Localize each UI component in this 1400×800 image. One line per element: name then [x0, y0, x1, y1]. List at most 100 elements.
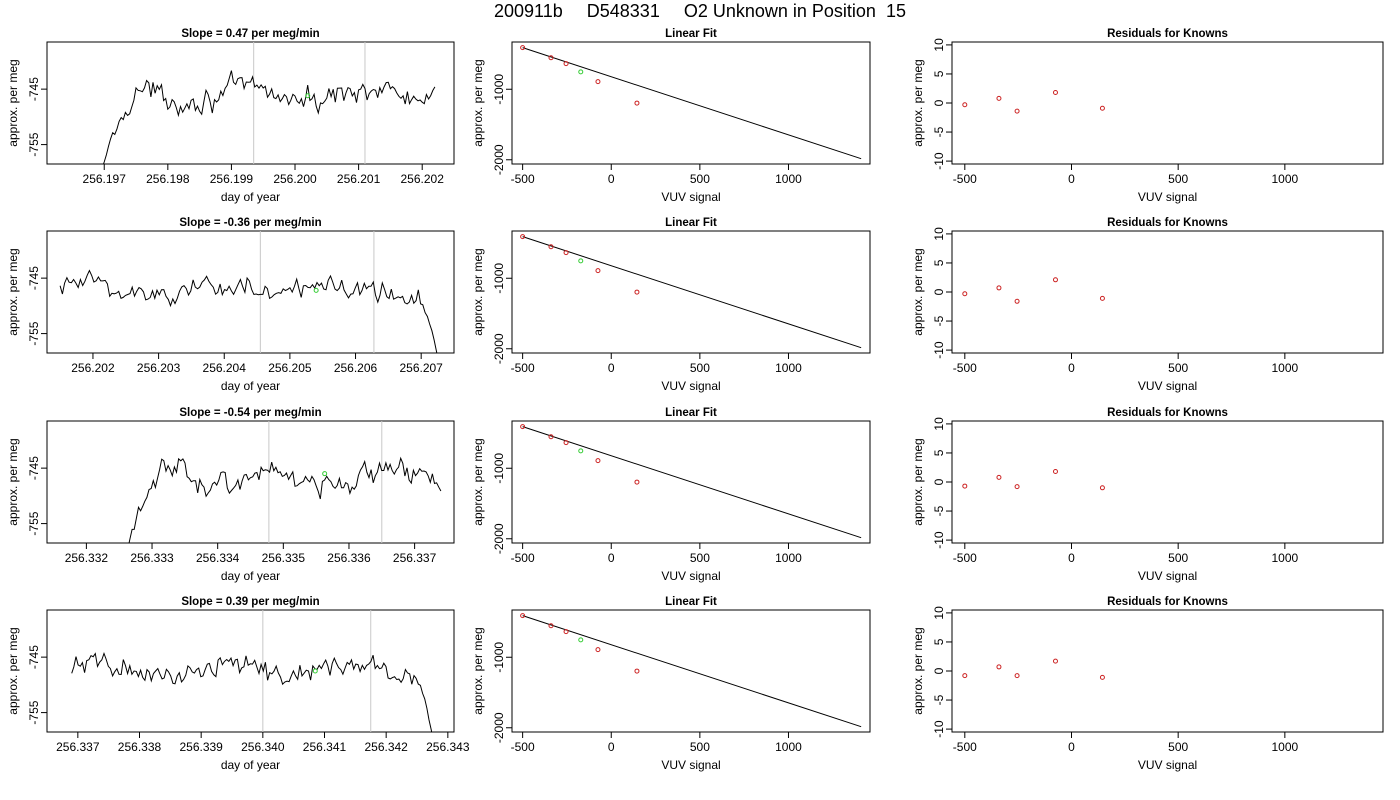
known-point: [595, 268, 601, 274]
x-tick-label: 1000: [775, 551, 802, 565]
residual-point: [996, 664, 1002, 670]
chart-title: Residuals for Knowns: [1107, 407, 1228, 419]
fit-line: [522, 47, 862, 160]
known-point: [548, 434, 554, 440]
sample-id: D548331: [586, 1, 660, 21]
plot-frame: [511, 230, 871, 354]
y-tick-label: -745: [27, 645, 41, 669]
plot-frame: [951, 420, 1384, 544]
fit-line: [522, 615, 862, 728]
unknown-point: [578, 448, 584, 454]
x-axis-label: VUV signal: [1138, 379, 1197, 393]
y-tick-label: -755: [27, 321, 41, 345]
panel-linear-fit-row-3: Linear Fit -500 0 500 1000 -2000 -1000 VUV sign…: [471, 407, 871, 583]
x-tick-label: 0: [608, 172, 615, 186]
x-tick-label: 0: [608, 740, 615, 754]
x-tick-label: 256.205: [268, 361, 312, 375]
residual-point: [996, 285, 1002, 291]
trace-line: [71, 652, 433, 732]
y-tick-label: -5: [932, 315, 946, 326]
y-tick-label: 5: [932, 70, 946, 77]
x-axis-label: VUV signal: [1138, 190, 1197, 204]
y-tick-label: 5: [932, 449, 946, 456]
x-tick-label: -500: [953, 361, 977, 375]
chart-title: Slope = 0.47 per meg/min: [181, 28, 319, 40]
y-tick-label: -1000: [492, 74, 506, 105]
x-tick-label: 256.333: [130, 551, 174, 565]
chart-title: Slope = -0.54 per meg/min: [179, 407, 321, 419]
y-tick-label: -5: [932, 694, 946, 705]
data-marks: [71, 610, 433, 732]
x-tick-label: 0: [1068, 740, 1075, 754]
x-tick-label: 256.337: [393, 551, 437, 565]
trace-line: [102, 70, 436, 164]
residual-point: [1014, 673, 1020, 679]
x-tick-label: 0: [1068, 361, 1075, 375]
known-point: [520, 234, 526, 240]
known-point: [520, 613, 526, 619]
y-tick-label: -2000: [492, 523, 506, 554]
known-point: [520, 424, 526, 430]
panel-residuals-row-4: Residuals for Knowns -500 0 500 1000 -10 -5 0 5 1…: [911, 596, 1384, 772]
known-point: [634, 479, 640, 485]
chart-title: Slope = 0.39 per meg/min: [181, 596, 319, 608]
page-title: 200911b D548331 O2 Unknown in Position 15: [0, 1, 1400, 22]
x-tick-label: 1000: [1271, 551, 1298, 565]
known-point: [563, 440, 569, 446]
x-tick-label: 0: [1068, 172, 1075, 186]
y-tick-label: -755: [27, 700, 41, 724]
y-tick-label: 10: [932, 227, 946, 241]
data-marks: [102, 42, 436, 164]
y-tick-label: 10: [932, 606, 946, 620]
x-tick-label: -500: [511, 172, 535, 186]
y-axis-label: approx. per meg: [911, 59, 925, 146]
chart-title: Residuals for Knowns: [1107, 28, 1228, 40]
plot-frame: [951, 609, 1384, 733]
data-marks: [962, 469, 1105, 491]
x-axis-label: VUV signal: [661, 569, 720, 583]
panel-residuals-row-1: Residuals for Knowns -500 0 500 1000 -10 -5 0 5 1…: [911, 28, 1384, 204]
x-tick-label: 500: [690, 172, 710, 186]
plot-frame: [46, 230, 455, 354]
y-tick-label: 0: [932, 667, 946, 674]
x-tick-label: 256.201: [337, 172, 381, 186]
x-tick-label: 1000: [775, 172, 802, 186]
x-tick-label: 500: [690, 551, 710, 565]
panel-residuals-row-3: Residuals for Knowns -500 0 500 1000 -10 -5 0 5 1…: [911, 407, 1384, 583]
residual-point: [1052, 469, 1058, 475]
y-tick-label: -1000: [492, 642, 506, 673]
data-marks: [962, 277, 1105, 304]
known-point: [595, 647, 601, 653]
residual-point: [996, 95, 1002, 101]
trace-line: [59, 269, 438, 353]
x-tick-label: 1000: [1271, 361, 1298, 375]
residual-point: [1052, 90, 1058, 96]
unknown-point: [305, 93, 311, 99]
x-tick-label: 500: [1168, 740, 1188, 754]
y-tick-label: -10: [932, 152, 946, 170]
x-axis-label: VUV signal: [661, 190, 720, 204]
y-tick-label: -755: [27, 511, 41, 535]
known-point: [595, 458, 601, 464]
unknown-point: [313, 287, 319, 293]
data-marks: [520, 613, 862, 728]
y-tick-label: -10: [932, 341, 946, 359]
known-point: [634, 668, 640, 674]
y-axis-label: approx. per meg: [471, 627, 485, 714]
x-axis-label: VUV signal: [661, 379, 720, 393]
x-tick-label: 1000: [775, 740, 802, 754]
y-tick-label: -2000: [492, 712, 506, 743]
chart-title: Linear Fit: [665, 28, 717, 40]
x-tick-label: 256.336: [327, 551, 371, 565]
x-tick-label: -500: [953, 551, 977, 565]
run-id: 200911b: [494, 1, 563, 21]
y-tick-label: -2000: [492, 333, 506, 364]
known-point: [520, 45, 526, 51]
residual-point: [1014, 298, 1020, 304]
known-point: [548, 55, 554, 61]
y-axis-label: approx. per meg: [6, 248, 20, 335]
x-tick-label: 256.197: [83, 172, 127, 186]
x-tick-label: 256.207: [399, 361, 443, 375]
x-tick-label: 256.341: [303, 740, 347, 754]
y-axis-label: approx. per meg: [911, 438, 925, 525]
